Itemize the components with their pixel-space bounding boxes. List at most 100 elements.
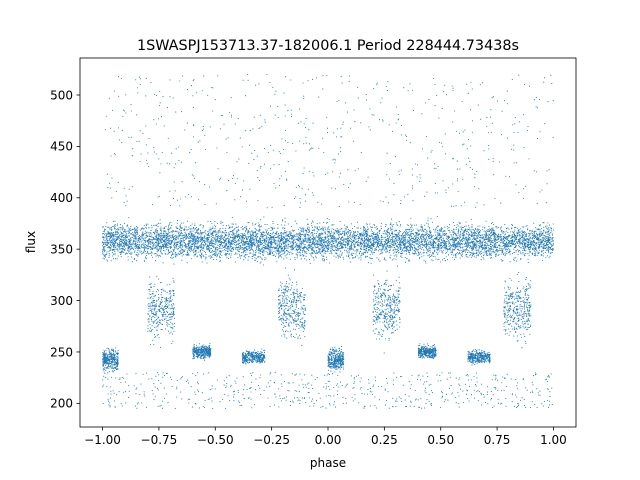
data-point bbox=[468, 227, 470, 229]
data-point bbox=[353, 243, 355, 245]
data-point bbox=[418, 254, 420, 256]
data-point bbox=[149, 238, 151, 241]
data-point bbox=[545, 249, 547, 251]
data-point bbox=[478, 246, 480, 248]
data-point bbox=[245, 231, 247, 233]
data-point bbox=[171, 257, 173, 259]
data-point bbox=[379, 229, 381, 231]
data-point bbox=[401, 256, 403, 259]
data-point bbox=[116, 238, 118, 240]
data-point bbox=[186, 262, 188, 264]
data-point bbox=[205, 246, 208, 248]
data-point bbox=[218, 240, 220, 242]
data-point bbox=[466, 242, 468, 244]
data-point bbox=[240, 252, 243, 254]
data-point bbox=[453, 221, 455, 224]
data-point bbox=[316, 226, 318, 228]
data-point bbox=[260, 253, 262, 255]
data-point bbox=[326, 234, 328, 236]
data-point bbox=[162, 227, 164, 229]
data-point bbox=[167, 253, 169, 255]
data-point bbox=[228, 254, 230, 256]
data-point bbox=[265, 231, 267, 233]
data-point bbox=[190, 229, 192, 231]
data-point bbox=[468, 247, 470, 249]
data-point bbox=[551, 240, 553, 242]
data-point bbox=[444, 234, 446, 236]
data-point bbox=[130, 239, 132, 241]
data-point bbox=[219, 229, 221, 231]
data-point bbox=[170, 246, 173, 248]
data-point bbox=[427, 248, 430, 250]
data-point bbox=[478, 236, 480, 239]
data-point bbox=[259, 262, 261, 264]
data-point bbox=[476, 229, 478, 231]
data-point bbox=[416, 232, 418, 234]
data-point bbox=[467, 249, 469, 252]
data-point bbox=[528, 235, 530, 237]
data-point bbox=[235, 227, 237, 229]
data-point bbox=[247, 248, 249, 250]
data-point bbox=[448, 245, 450, 248]
data-point bbox=[245, 249, 247, 251]
data-point bbox=[363, 228, 365, 230]
data-point bbox=[121, 249, 123, 251]
data-point bbox=[143, 250, 145, 252]
data-point bbox=[338, 235, 340, 237]
data-point bbox=[108, 255, 110, 257]
data-point bbox=[399, 225, 401, 227]
data-point bbox=[459, 257, 461, 259]
data-point bbox=[455, 252, 457, 254]
data-point bbox=[133, 233, 135, 235]
data-point bbox=[502, 232, 504, 234]
data-point bbox=[251, 237, 254, 239]
data-point bbox=[350, 244, 352, 246]
data-point bbox=[328, 226, 330, 228]
data-point bbox=[459, 253, 461, 255]
data-point bbox=[446, 259, 449, 261]
data-point bbox=[314, 227, 316, 229]
data-point bbox=[296, 254, 298, 256]
data-point bbox=[326, 217, 328, 219]
data-point bbox=[400, 236, 402, 238]
data-point bbox=[472, 229, 474, 231]
data-point bbox=[128, 227, 130, 229]
data-point bbox=[269, 249, 271, 251]
data-point bbox=[284, 224, 286, 226]
data-point bbox=[404, 231, 406, 233]
data-point bbox=[153, 238, 155, 241]
data-point bbox=[407, 246, 409, 248]
data-point bbox=[516, 227, 518, 229]
data-point bbox=[193, 228, 195, 230]
data-point bbox=[138, 240, 140, 242]
data-point bbox=[196, 241, 198, 243]
data-point bbox=[406, 228, 408, 230]
data-point bbox=[340, 239, 342, 241]
data-point bbox=[357, 241, 359, 243]
data-point bbox=[345, 231, 347, 234]
data-point bbox=[172, 254, 174, 256]
data-point bbox=[327, 251, 329, 253]
data-point bbox=[283, 233, 285, 235]
data-point bbox=[272, 232, 274, 234]
data-point bbox=[212, 240, 214, 242]
data-point bbox=[500, 242, 502, 244]
data-point bbox=[344, 228, 346, 230]
data-point bbox=[360, 235, 362, 237]
data-point bbox=[430, 255, 432, 257]
data-point bbox=[541, 239, 543, 241]
data-point bbox=[497, 254, 499, 256]
data-point bbox=[501, 246, 503, 248]
data-point bbox=[285, 243, 287, 246]
data-point bbox=[455, 233, 457, 236]
data-point bbox=[484, 234, 486, 236]
data-point bbox=[243, 247, 245, 249]
data-point bbox=[227, 248, 229, 250]
data-point bbox=[150, 232, 152, 234]
data-point bbox=[314, 225, 316, 228]
data-point bbox=[513, 227, 516, 229]
data-point bbox=[134, 227, 136, 229]
data-point bbox=[202, 243, 204, 245]
data-point bbox=[199, 245, 201, 247]
data-point bbox=[336, 252, 338, 254]
